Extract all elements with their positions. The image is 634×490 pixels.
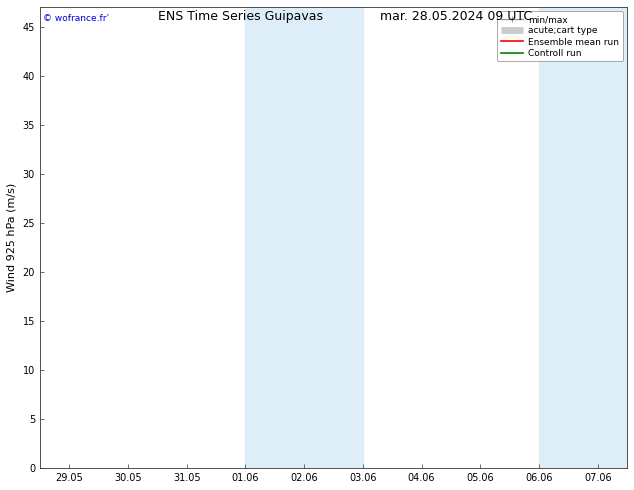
Text: mar. 28.05.2024 09 UTC: mar. 28.05.2024 09 UTC bbox=[380, 10, 533, 23]
Y-axis label: Wind 925 hPa (m/s): Wind 925 hPa (m/s) bbox=[7, 183, 17, 292]
Bar bbox=[245, 7, 363, 468]
Legend: min/max, acute;cart type, Ensemble mean run, Controll run: min/max, acute;cart type, Ensemble mean … bbox=[497, 11, 623, 61]
Text: © wofrance.fr’: © wofrance.fr’ bbox=[43, 14, 109, 23]
Bar bbox=[539, 7, 627, 468]
Text: ENS Time Series Guipavas: ENS Time Series Guipavas bbox=[158, 10, 323, 23]
